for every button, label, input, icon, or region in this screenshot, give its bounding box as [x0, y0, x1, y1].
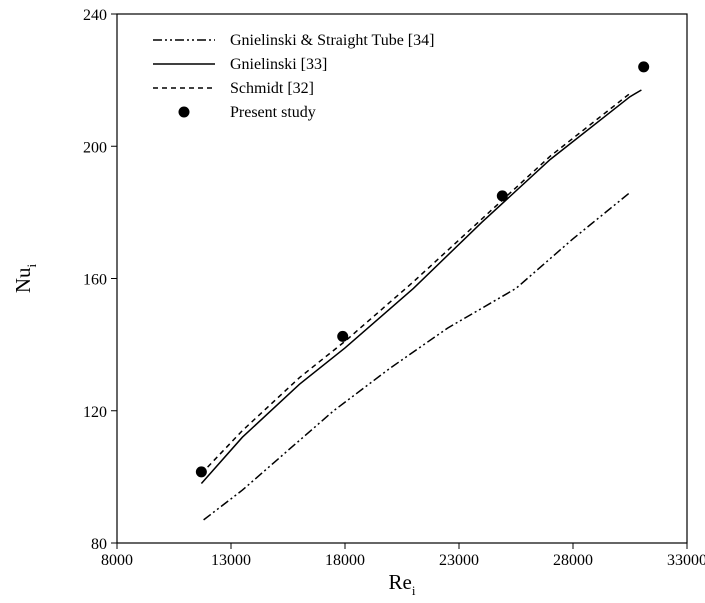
- legend-label: Schmidt [32]: [230, 80, 314, 97]
- series-line-3: [200, 92, 631, 475]
- x-axis-label-main: Re: [389, 570, 412, 594]
- y-tick-label: 160: [83, 272, 107, 289]
- y-tick-label: 80: [91, 536, 107, 553]
- x-tick-label: 23000: [439, 552, 479, 569]
- y-axis-label: Nui: [11, 263, 39, 293]
- x-tick-label: 18000: [325, 552, 365, 569]
- data-point-present-study: [337, 330, 349, 342]
- x-axis-label: Rei: [389, 570, 416, 598]
- legend-marker: [178, 106, 190, 118]
- plot-frame: [116, 13, 688, 544]
- x-tick-label: 8000: [101, 552, 133, 569]
- y-axis-label-sub: i: [24, 263, 39, 267]
- x-tick-label: 28000: [553, 552, 593, 569]
- plot-area: [116, 13, 688, 544]
- y-tick-label: 240: [83, 7, 107, 24]
- data-point-present-study: [496, 190, 508, 202]
- legend-label: Gnielinski & Straight Tube [34]: [230, 32, 434, 49]
- legend: Gnielinski & Straight Tube [34] Gnielinsk…: [153, 32, 434, 121]
- y-tick-label: 120: [83, 404, 107, 421]
- x-tick-label: 33000: [667, 552, 705, 569]
- y-axis-ticks: 80 120 160 200 240: [83, 7, 117, 553]
- legend-label: Present study: [230, 104, 316, 121]
- y-axis-label-main: Nu: [11, 267, 35, 293]
- x-tick-label: 13000: [211, 552, 251, 569]
- y-tick-label: 200: [83, 139, 107, 156]
- x-axis-label-sub: i: [412, 583, 416, 598]
- series-layer: [195, 61, 650, 521]
- data-point-present-study: [195, 466, 207, 478]
- series-line-1: [203, 191, 631, 521]
- legend-label: Gnielinski [33]: [230, 56, 327, 73]
- series-line-2: [200, 89, 642, 484]
- data-point-present-study: [638, 61, 650, 73]
- x-axis-ticks: 8000 13000 18000 23000 28000 33000: [101, 543, 705, 569]
